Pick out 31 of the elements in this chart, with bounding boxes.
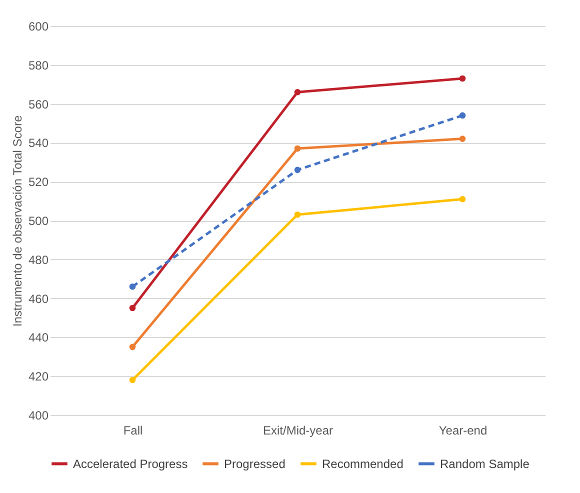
- y-tick-label: 420: [28, 370, 49, 384]
- y-tick-label: 580: [28, 58, 49, 72]
- y-tick-label: 560: [28, 97, 49, 112]
- legend-label: Random Sample: [440, 456, 530, 471]
- point: [294, 145, 301, 152]
- point: [129, 304, 136, 312]
- point: [459, 136, 466, 142]
- point: [294, 88, 301, 96]
- legend-label: Accelerated Progress: [73, 456, 188, 471]
- point: [129, 376, 136, 384]
- y-tick-label: 480: [28, 252, 49, 267]
- legend-label: Progressed: [224, 456, 286, 471]
- point: [129, 344, 136, 350]
- y-axis-title: Instrumento de observación Total Score: [10, 115, 24, 327]
- point: [459, 196, 466, 202]
- y-tick-label: 520: [28, 175, 49, 190]
- y-tick-label: 440: [28, 330, 49, 345]
- y-tick-label: 460: [28, 292, 49, 306]
- point: [294, 166, 301, 174]
- legend-label: Recommended: [322, 456, 404, 471]
- y-tick-label: 540: [28, 136, 49, 150]
- x-tick-label: Exit/Mid-year: [262, 424, 334, 438]
- x-tick-label: Year-end: [438, 424, 488, 438]
- y-tick-label: 600: [28, 20, 49, 34]
- point: [129, 283, 136, 290]
- y-tick-label: 400: [28, 408, 49, 422]
- y-tick-label: 500: [28, 214, 49, 228]
- point: [294, 212, 301, 218]
- x-tick-label: Fall: [123, 424, 143, 438]
- point: [459, 112, 466, 119]
- point: [459, 75, 466, 82]
